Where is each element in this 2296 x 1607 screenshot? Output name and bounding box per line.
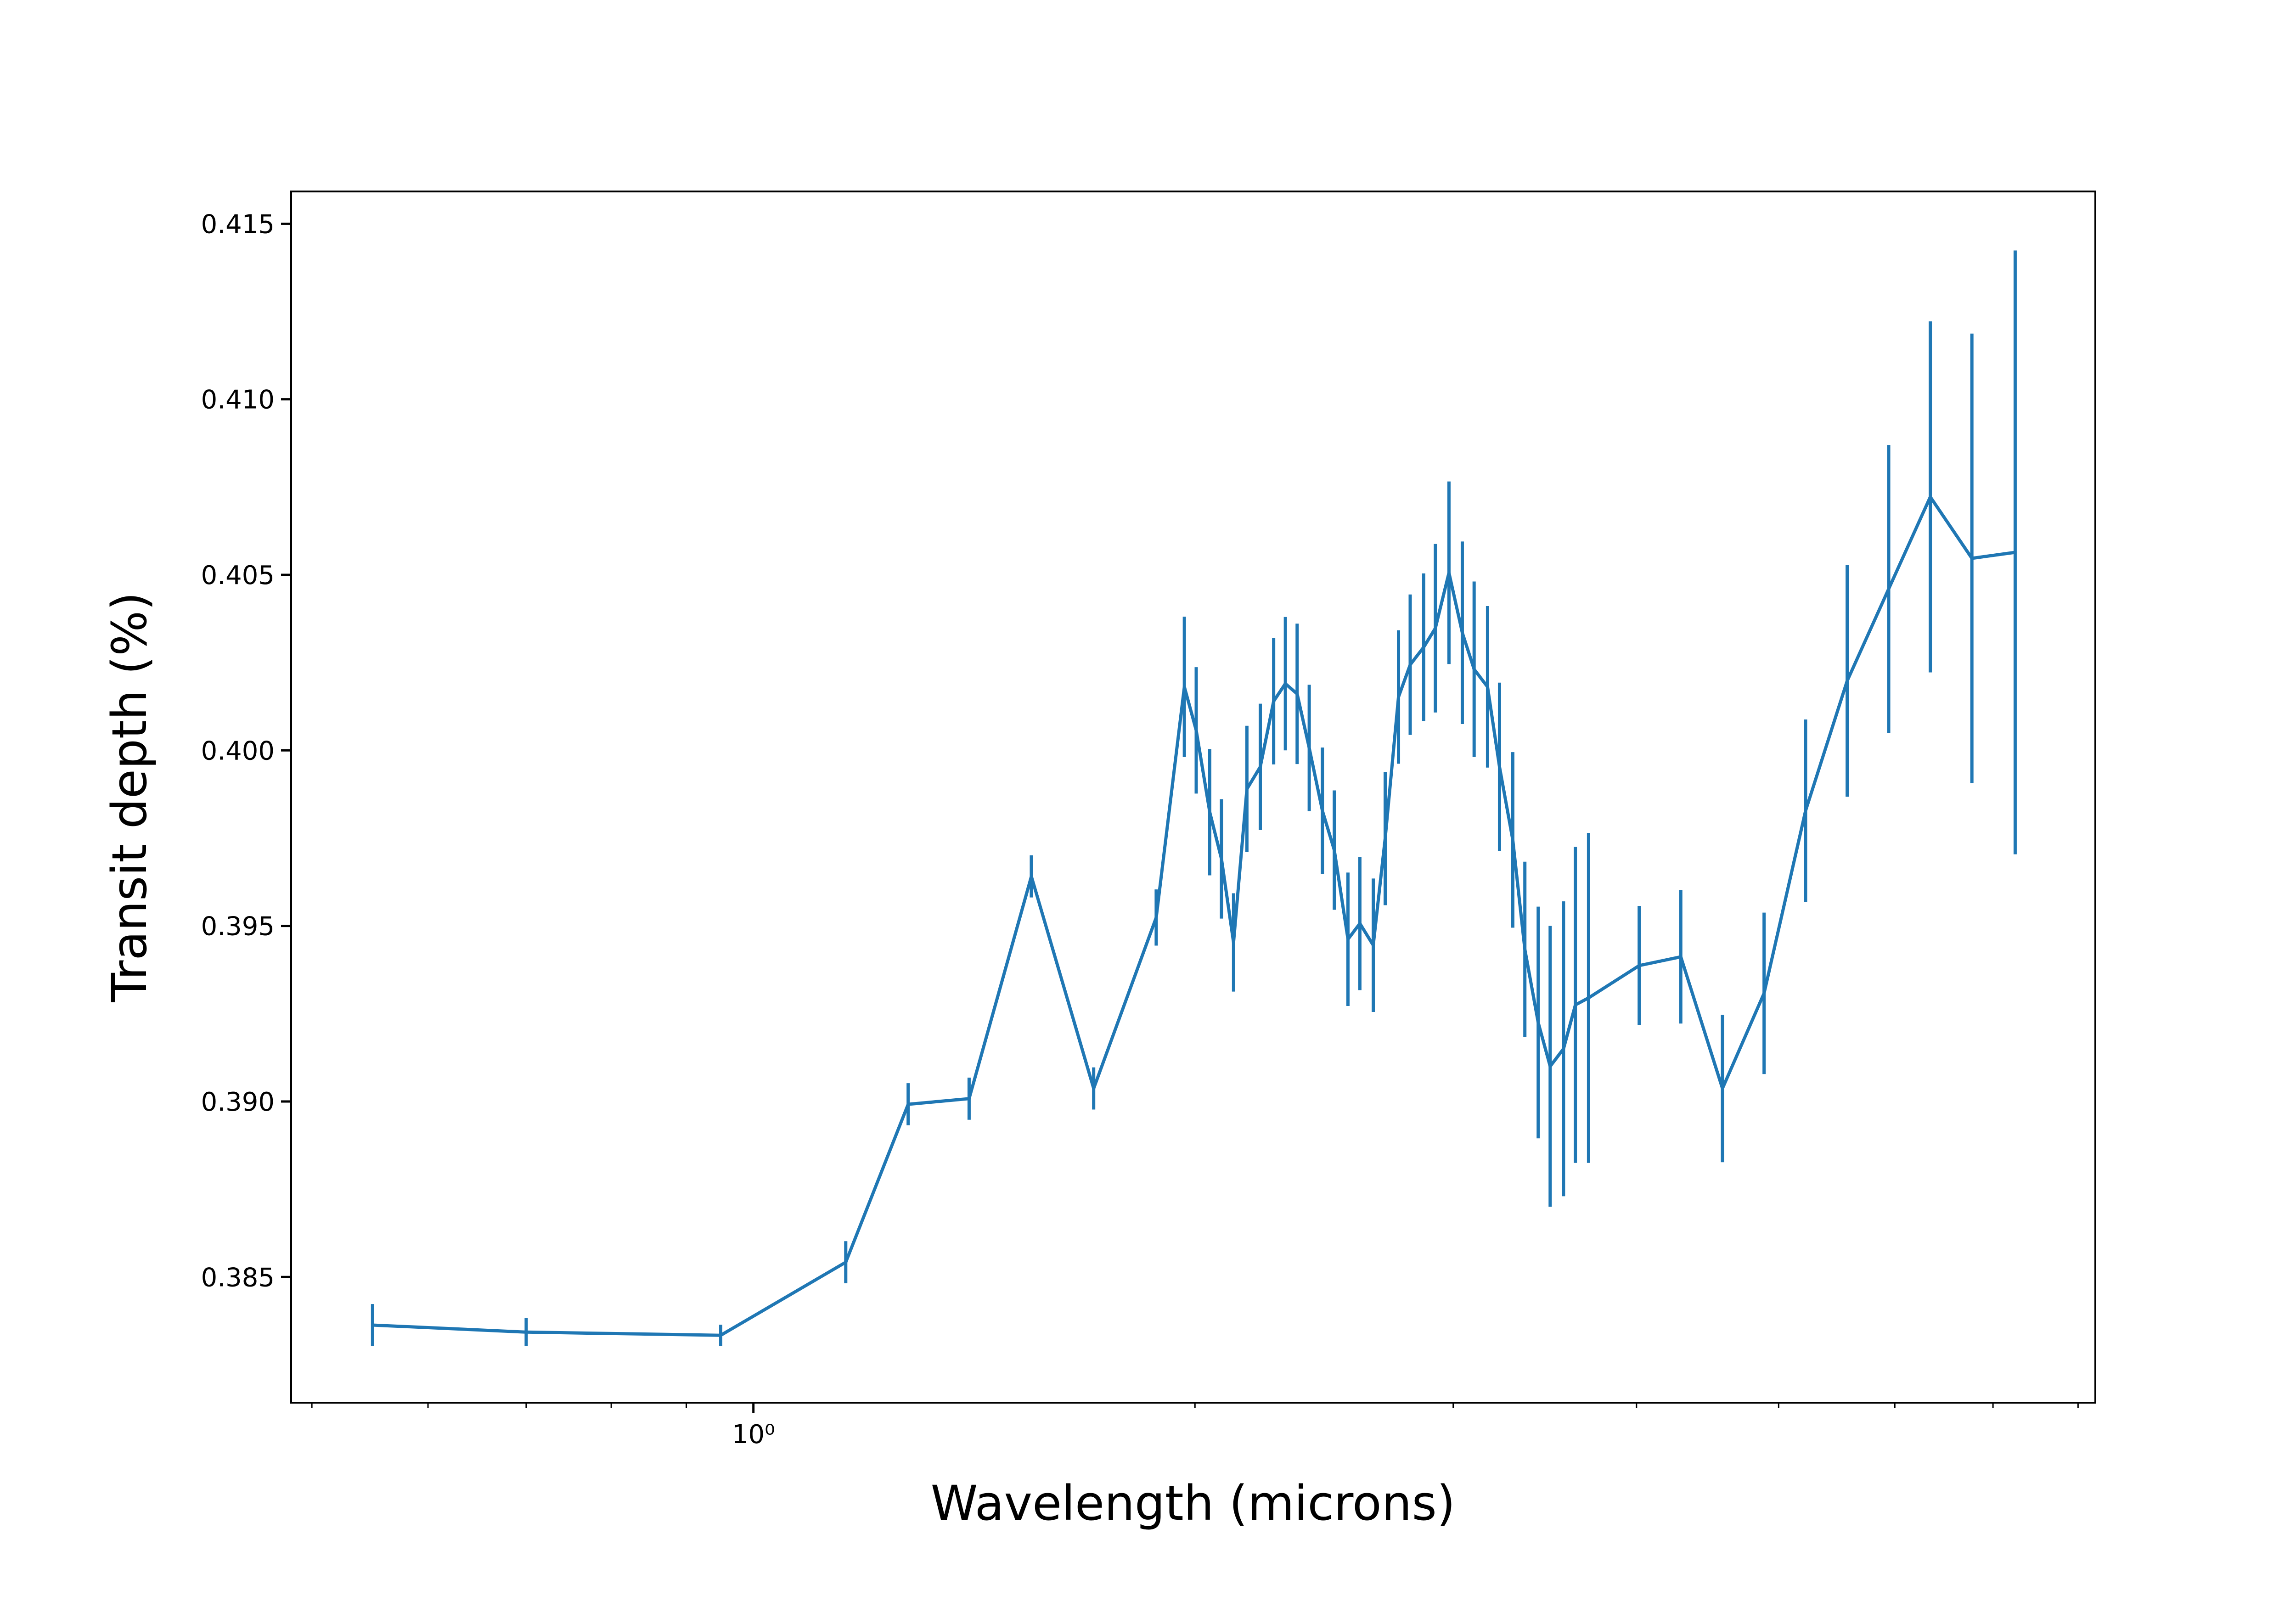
y-tick-label: 0.415 [201, 209, 275, 239]
y-axis-label: Transit depth (%) [101, 592, 158, 1002]
y-tick-label: 0.410 [201, 385, 275, 415]
x-axis-label: Wavelength (microns) [931, 1475, 1456, 1531]
plot-frame [290, 191, 2096, 1404]
y-tick-label: 0.390 [201, 1087, 275, 1117]
data-line [372, 495, 2015, 1337]
x-tick-label: 10⁰ [732, 1420, 775, 1450]
y-tick-label: 0.385 [201, 1263, 275, 1292]
y-tick-label: 0.400 [201, 736, 275, 766]
y-tick-label: 0.395 [201, 912, 275, 942]
y-tick-label: 0.405 [201, 561, 275, 590]
